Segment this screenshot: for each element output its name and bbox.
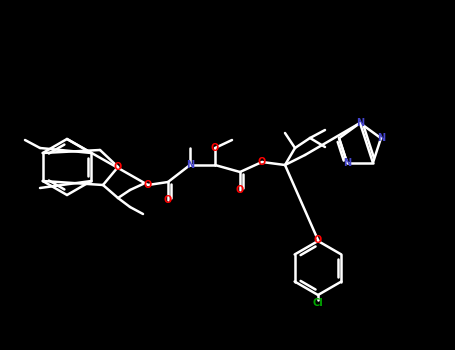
Text: N: N (343, 158, 351, 168)
Text: O: O (211, 143, 219, 153)
Text: N: N (356, 118, 364, 128)
Text: O: O (164, 195, 172, 205)
Text: Cl: Cl (313, 298, 324, 308)
Text: O: O (236, 185, 244, 195)
Text: O: O (144, 180, 152, 190)
Text: O: O (314, 235, 322, 245)
Text: O: O (114, 162, 122, 172)
Text: N: N (377, 133, 385, 143)
Text: N: N (186, 160, 194, 170)
Text: O: O (258, 157, 266, 167)
